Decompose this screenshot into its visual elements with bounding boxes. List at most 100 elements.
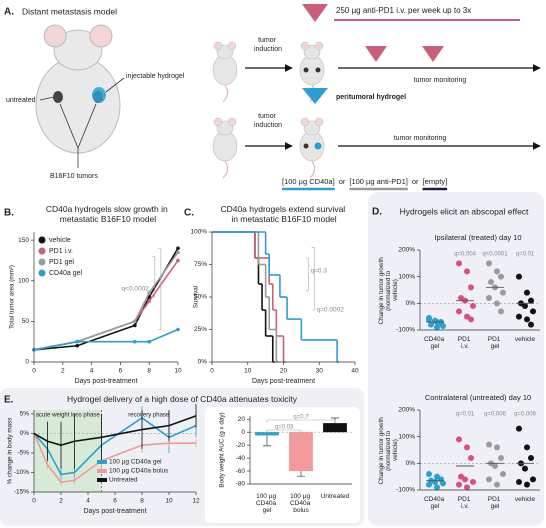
- x-tick-label: 12: [192, 498, 200, 505]
- data-point: [147, 339, 151, 344]
- data-point: [456, 436, 462, 443]
- data-point: [176, 250, 180, 255]
- x-axis-label: Days post-treatment: [74, 378, 137, 385]
- y-axis-label: % change in body mass: [7, 418, 14, 485]
- data-point: [456, 308, 462, 315]
- x-tick-label: PD1 i.v.: [458, 496, 472, 510]
- y-tick-label: 20: [238, 416, 246, 423]
- data-point: [468, 316, 474, 323]
- legend-label: PD1 gel: [49, 259, 74, 266]
- legend-label: CD40a gel: [49, 270, 83, 277]
- annotation: q<0.0002: [122, 286, 150, 293]
- panel-letter: A.: [4, 7, 14, 18]
- y-tick-label: 100: [18, 277, 29, 284]
- error-bar: [297, 471, 305, 477]
- data-point: [530, 308, 536, 315]
- data-point: [500, 471, 506, 477]
- data-point: [522, 303, 528, 309]
- panel-letter: E.: [4, 395, 14, 406]
- data-point: [456, 260, 462, 267]
- data-point: [428, 321, 434, 328]
- y-axis-label: Change in tumor growth (normalized to ve…: [378, 256, 399, 325]
- data-point: [176, 246, 180, 251]
- bracket: [151, 247, 162, 330]
- data-point: [516, 273, 522, 280]
- annotation: q=0.01: [516, 252, 535, 258]
- legend-label: vehicle: [49, 237, 71, 244]
- label: injectable hydrogel: [126, 73, 185, 80]
- error-bar: [263, 435, 271, 447]
- y-tick-label: 100%: [398, 433, 415, 440]
- x-tick-label: 8: [147, 368, 151, 375]
- x-tick-label: 40: [351, 368, 359, 375]
- y-tick-label: -15%: [14, 489, 29, 496]
- data-point: [432, 479, 438, 485]
- panel-bg: [368, 192, 544, 526]
- treatment-legend: [100 µg CD40a] or [100 µg anti-PD1] or [empt…: [282, 177, 448, 191]
- mouse-icon: [212, 41, 238, 103]
- y-tick-label: 50%: [194, 294, 207, 301]
- legend-swatch: [97, 460, 107, 464]
- data-point: [524, 316, 530, 323]
- data-point: [462, 476, 468, 483]
- legend-label: 100 µg CD40a gel: [109, 459, 162, 466]
- annotation: q=0.3: [311, 268, 328, 275]
- data-point: [133, 323, 137, 328]
- data-point: [516, 313, 522, 320]
- x-tick-label: 20: [280, 368, 288, 375]
- data-point: [434, 484, 440, 491]
- mouse-icon: [212, 117, 238, 179]
- y-tick-label: 100%: [398, 273, 415, 280]
- data-point: [528, 455, 534, 461]
- data-point: [426, 471, 432, 477]
- y-tick-label: 0%: [198, 359, 208, 366]
- legend-label: 100 µg CD40a bolus: [109, 468, 169, 475]
- label: tumor induction: [254, 113, 282, 129]
- panel-letter: D.: [372, 207, 382, 218]
- data-point: [530, 476, 536, 483]
- data-point: [488, 279, 494, 285]
- data-point: [426, 315, 432, 321]
- bar: [289, 432, 313, 472]
- annotation: q=0.01: [456, 412, 475, 418]
- legend-label: Untreated: [109, 477, 138, 484]
- y-tick-label: 50: [22, 318, 30, 325]
- label: tumor monitoring: [394, 135, 447, 142]
- y-tick-label: -20: [236, 442, 246, 449]
- data-point: [468, 455, 474, 461]
- data-point: [528, 297, 534, 304]
- data-point: [470, 479, 476, 485]
- label: untreated: [6, 97, 36, 104]
- legend-label: [empty]: [423, 177, 448, 186]
- label: peritumoral hydrogel: [336, 94, 406, 101]
- data-point: [494, 444, 500, 451]
- data-point: [516, 479, 522, 485]
- y-tick-label: -80: [236, 481, 246, 488]
- label: tumor monitoring: [414, 77, 467, 84]
- x-tick-label: vehicle: [515, 496, 536, 503]
- data-point: [75, 343, 79, 348]
- x-tick-label: CD40a gel: [424, 336, 446, 350]
- data-point: [464, 484, 470, 491]
- data-point: [468, 284, 474, 291]
- annotation: q=0.7: [293, 415, 309, 421]
- dose-triangle: [302, 4, 328, 22]
- y-tick-label: 75%: [194, 261, 207, 268]
- x-tick-label: 10: [165, 498, 173, 505]
- x-tick-label: 0: [32, 498, 36, 505]
- y-tick-label: 0%: [20, 430, 30, 437]
- legend-label: [100 µg CD40a]: [282, 177, 335, 186]
- series-line: [33, 416, 197, 476]
- big-mouse: [35, 24, 125, 168]
- annotation: q=0.006: [514, 412, 537, 418]
- bracket: [266, 419, 336, 433]
- y-tick-label: -40: [236, 455, 246, 462]
- y-tick-label: -10%: [14, 469, 29, 476]
- panel-bg: [205, 407, 360, 523]
- data-point: [440, 480, 446, 487]
- y-tick-label: 200%: [398, 407, 415, 414]
- dose-triangle: [422, 46, 444, 62]
- x-tick-label: PD1 i.v.: [458, 336, 472, 350]
- y-tick-label: -60: [236, 468, 246, 475]
- y-axis-label: Survival: [193, 286, 200, 308]
